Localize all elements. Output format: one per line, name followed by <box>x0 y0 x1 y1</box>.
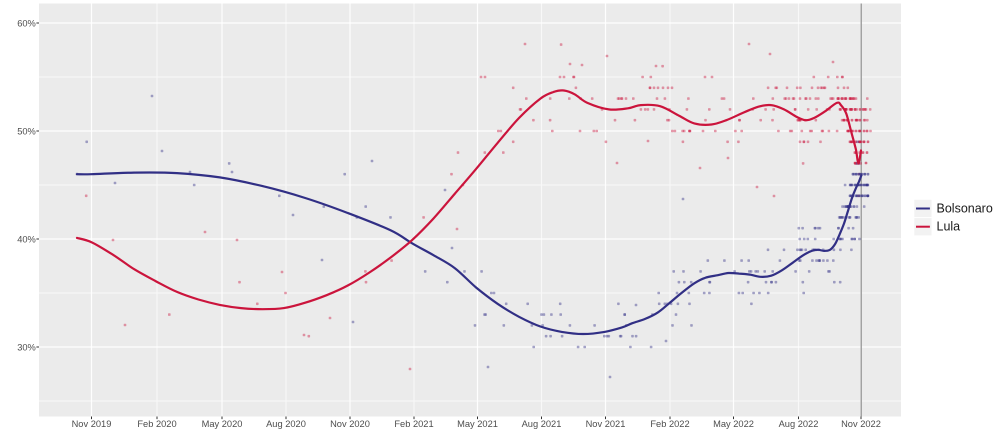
svg-text:40%: 40% <box>17 234 36 244</box>
svg-text:Feb 2020: Feb 2020 <box>137 419 176 429</box>
svg-text:May 2022: May 2022 <box>713 419 754 429</box>
svg-text:Nov 2019: Nov 2019 <box>72 419 112 429</box>
svg-text:60%: 60% <box>17 18 36 28</box>
svg-text:Feb 2022: Feb 2022 <box>650 419 689 429</box>
svg-text:Nov 2020: Nov 2020 <box>330 419 370 429</box>
svg-text:Lula: Lula <box>937 220 961 234</box>
svg-text:Feb 2021: Feb 2021 <box>394 419 433 429</box>
svg-text:30%: 30% <box>17 342 36 352</box>
svg-text:May 2021: May 2021 <box>457 419 498 429</box>
svg-text:Aug 2021: Aug 2021 <box>522 419 562 429</box>
svg-text:Bolsonaro: Bolsonaro <box>937 202 993 216</box>
svg-text:Nov 2022: Nov 2022 <box>841 419 881 429</box>
svg-text:Nov 2021: Nov 2021 <box>586 419 626 429</box>
svg-text:Aug 2022: Aug 2022 <box>779 419 819 429</box>
svg-text:50%: 50% <box>17 126 36 136</box>
svg-text:Aug 2020: Aug 2020 <box>266 419 306 429</box>
svg-text:May 2020: May 2020 <box>202 419 243 429</box>
